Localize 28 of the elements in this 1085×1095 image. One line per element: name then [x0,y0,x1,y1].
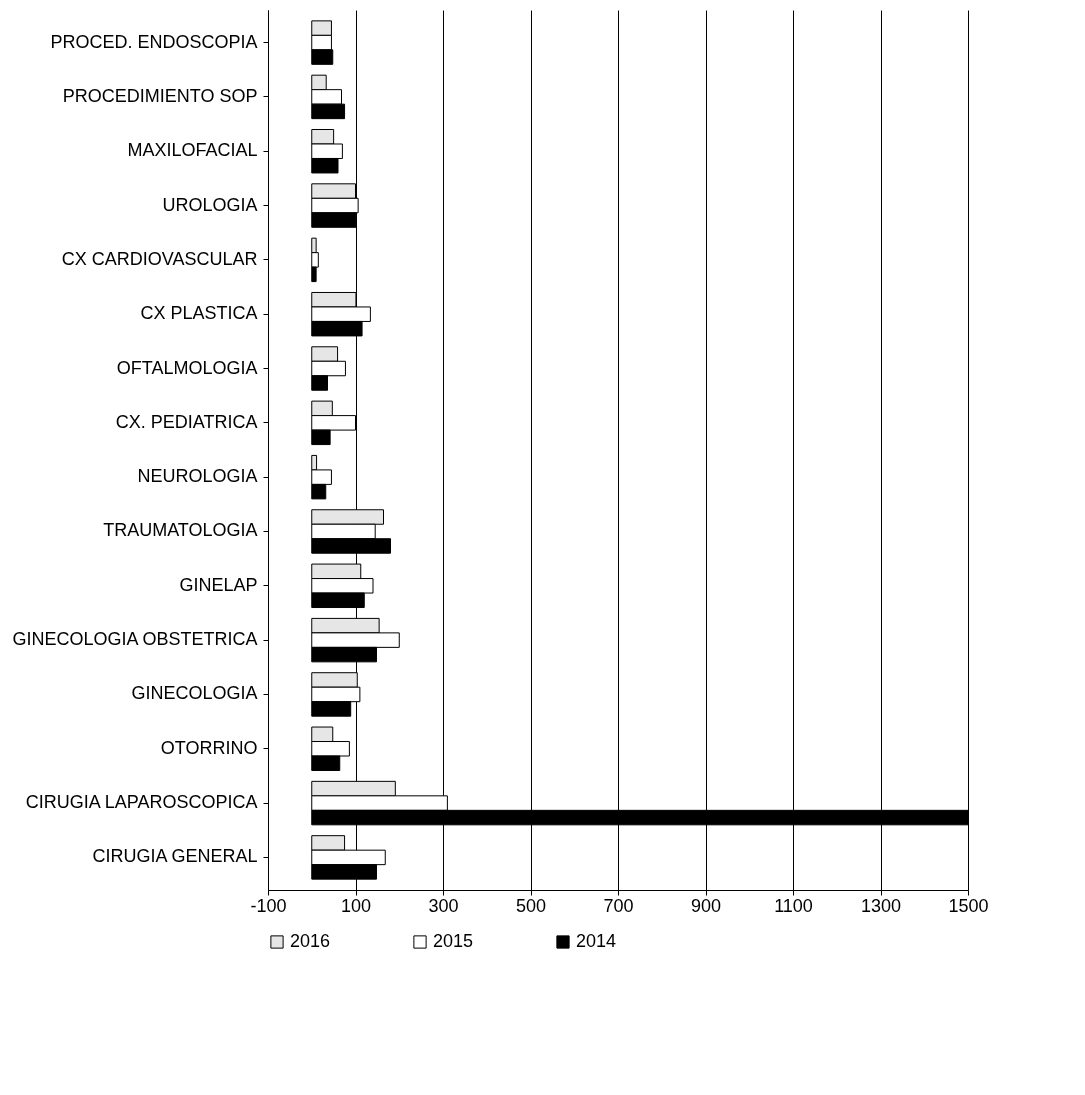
x-tick-label: 1500 [948,895,989,916]
x-tick-label: 900 [690,895,722,916]
y-tick-label: TRAUMATOLOGIA [103,520,258,541]
legend-label: 2015 [433,931,474,951]
y-tick-label: PROCED. ENDOSCOPIA [50,31,258,52]
y-tick-label: NEUROLOGIA [137,466,258,487]
y-tick-label: OTORRINO [160,737,258,758]
y-tick-label: PROCEDIMIENTO SOP [62,85,258,106]
y-tick-label: CX PLASTICA [140,303,258,324]
y-tick-label: UROLOGIA [162,194,258,215]
y-tick-label: GINECOLOGIA OBSTETRICA [12,629,258,650]
y-tick-label: MAXILOFACIAL [127,140,258,161]
y-tick-label: GINECOLOGIA [131,683,258,704]
x-tick-label: 500 [515,895,547,916]
x-tick-label: 100 [340,895,372,916]
y-tick-label: CX CARDIOVASCULAR [61,248,258,269]
y-tick-label: CIRUGIA GENERAL [92,846,258,867]
x-tick-label: 1100 [774,895,813,916]
x-tick-label: 300 [428,895,459,916]
legend-label: 2016 [290,931,331,951]
x-tick-label: 1300 [860,895,902,916]
y-tick-label: OFTALMOLOGIA [116,357,258,378]
x-tick-label: -100 [250,895,287,916]
y-tick-label: CX. PEDIATRICA [115,411,258,432]
x-tick-label: 700 [603,895,634,916]
y-tick-label: GINELAP [179,574,258,595]
legend-label: 2014 [576,931,617,951]
y-tick-label: CIRUGIA LAPAROSCOPICA [25,792,258,813]
